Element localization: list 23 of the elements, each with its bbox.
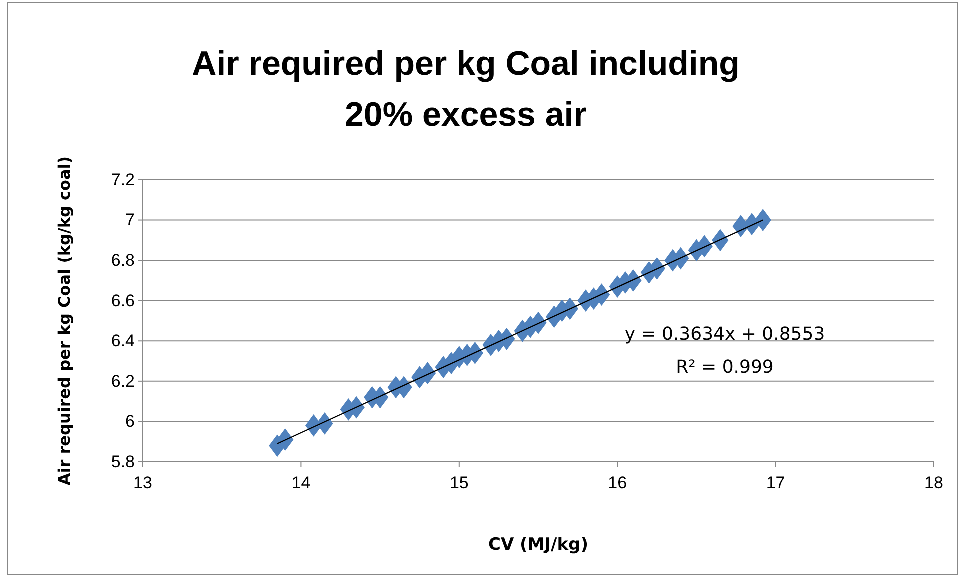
y-tick-label: 5.8 — [111, 452, 135, 472]
x-axis-title: CV (MJ/kg) — [488, 535, 589, 555]
y-tick-label: 6.8 — [111, 251, 135, 270]
y-tick-label: 6.2 — [111, 372, 135, 391]
annotation: R² = 0.999 — [676, 357, 774, 378]
point — [316, 412, 334, 435]
y-tick-label: 6 — [126, 412, 135, 432]
point — [712, 229, 729, 252]
x-tick-label: 18 — [924, 474, 944, 493]
x-tick-label: 13 — [134, 474, 152, 493]
y-tick-label: 6.6 — [111, 291, 135, 310]
y-axis-title: Air required per kg Coal (kg/kg coal) — [55, 156, 74, 486]
x-tick-label: 16 — [608, 474, 628, 493]
y-tick-label: 7 — [126, 210, 135, 230]
y-tick-label: 6.4 — [111, 332, 135, 351]
annotation: y = 0.3634x + 0.8553 — [624, 324, 826, 345]
point — [277, 428, 294, 452]
x-tick-label: 15 — [450, 474, 469, 493]
point — [754, 209, 772, 232]
chart-title: Air required per kg Coal including 20% excess air — [192, 45, 740, 134]
y-tick-label: 7.2 — [111, 170, 135, 190]
x-tick-label: 17 — [766, 474, 786, 493]
x-tick-label: 14 — [292, 474, 311, 493]
